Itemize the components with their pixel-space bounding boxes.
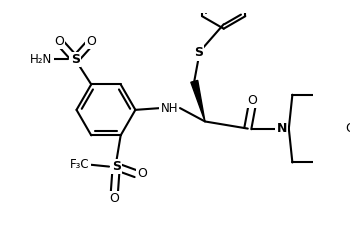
Text: S: S xyxy=(71,53,80,66)
Text: O: O xyxy=(86,35,96,48)
Text: S: S xyxy=(194,46,203,59)
Text: F₃C: F₃C xyxy=(70,158,90,171)
Text: NH: NH xyxy=(161,102,178,115)
Text: N: N xyxy=(276,122,287,135)
Text: O: O xyxy=(110,192,119,205)
Text: O: O xyxy=(247,94,257,106)
Text: H₂N: H₂N xyxy=(30,53,52,66)
Text: S: S xyxy=(112,160,121,173)
Text: O: O xyxy=(54,35,64,48)
Polygon shape xyxy=(191,80,205,121)
Text: O: O xyxy=(137,167,147,180)
Text: O: O xyxy=(345,122,350,135)
